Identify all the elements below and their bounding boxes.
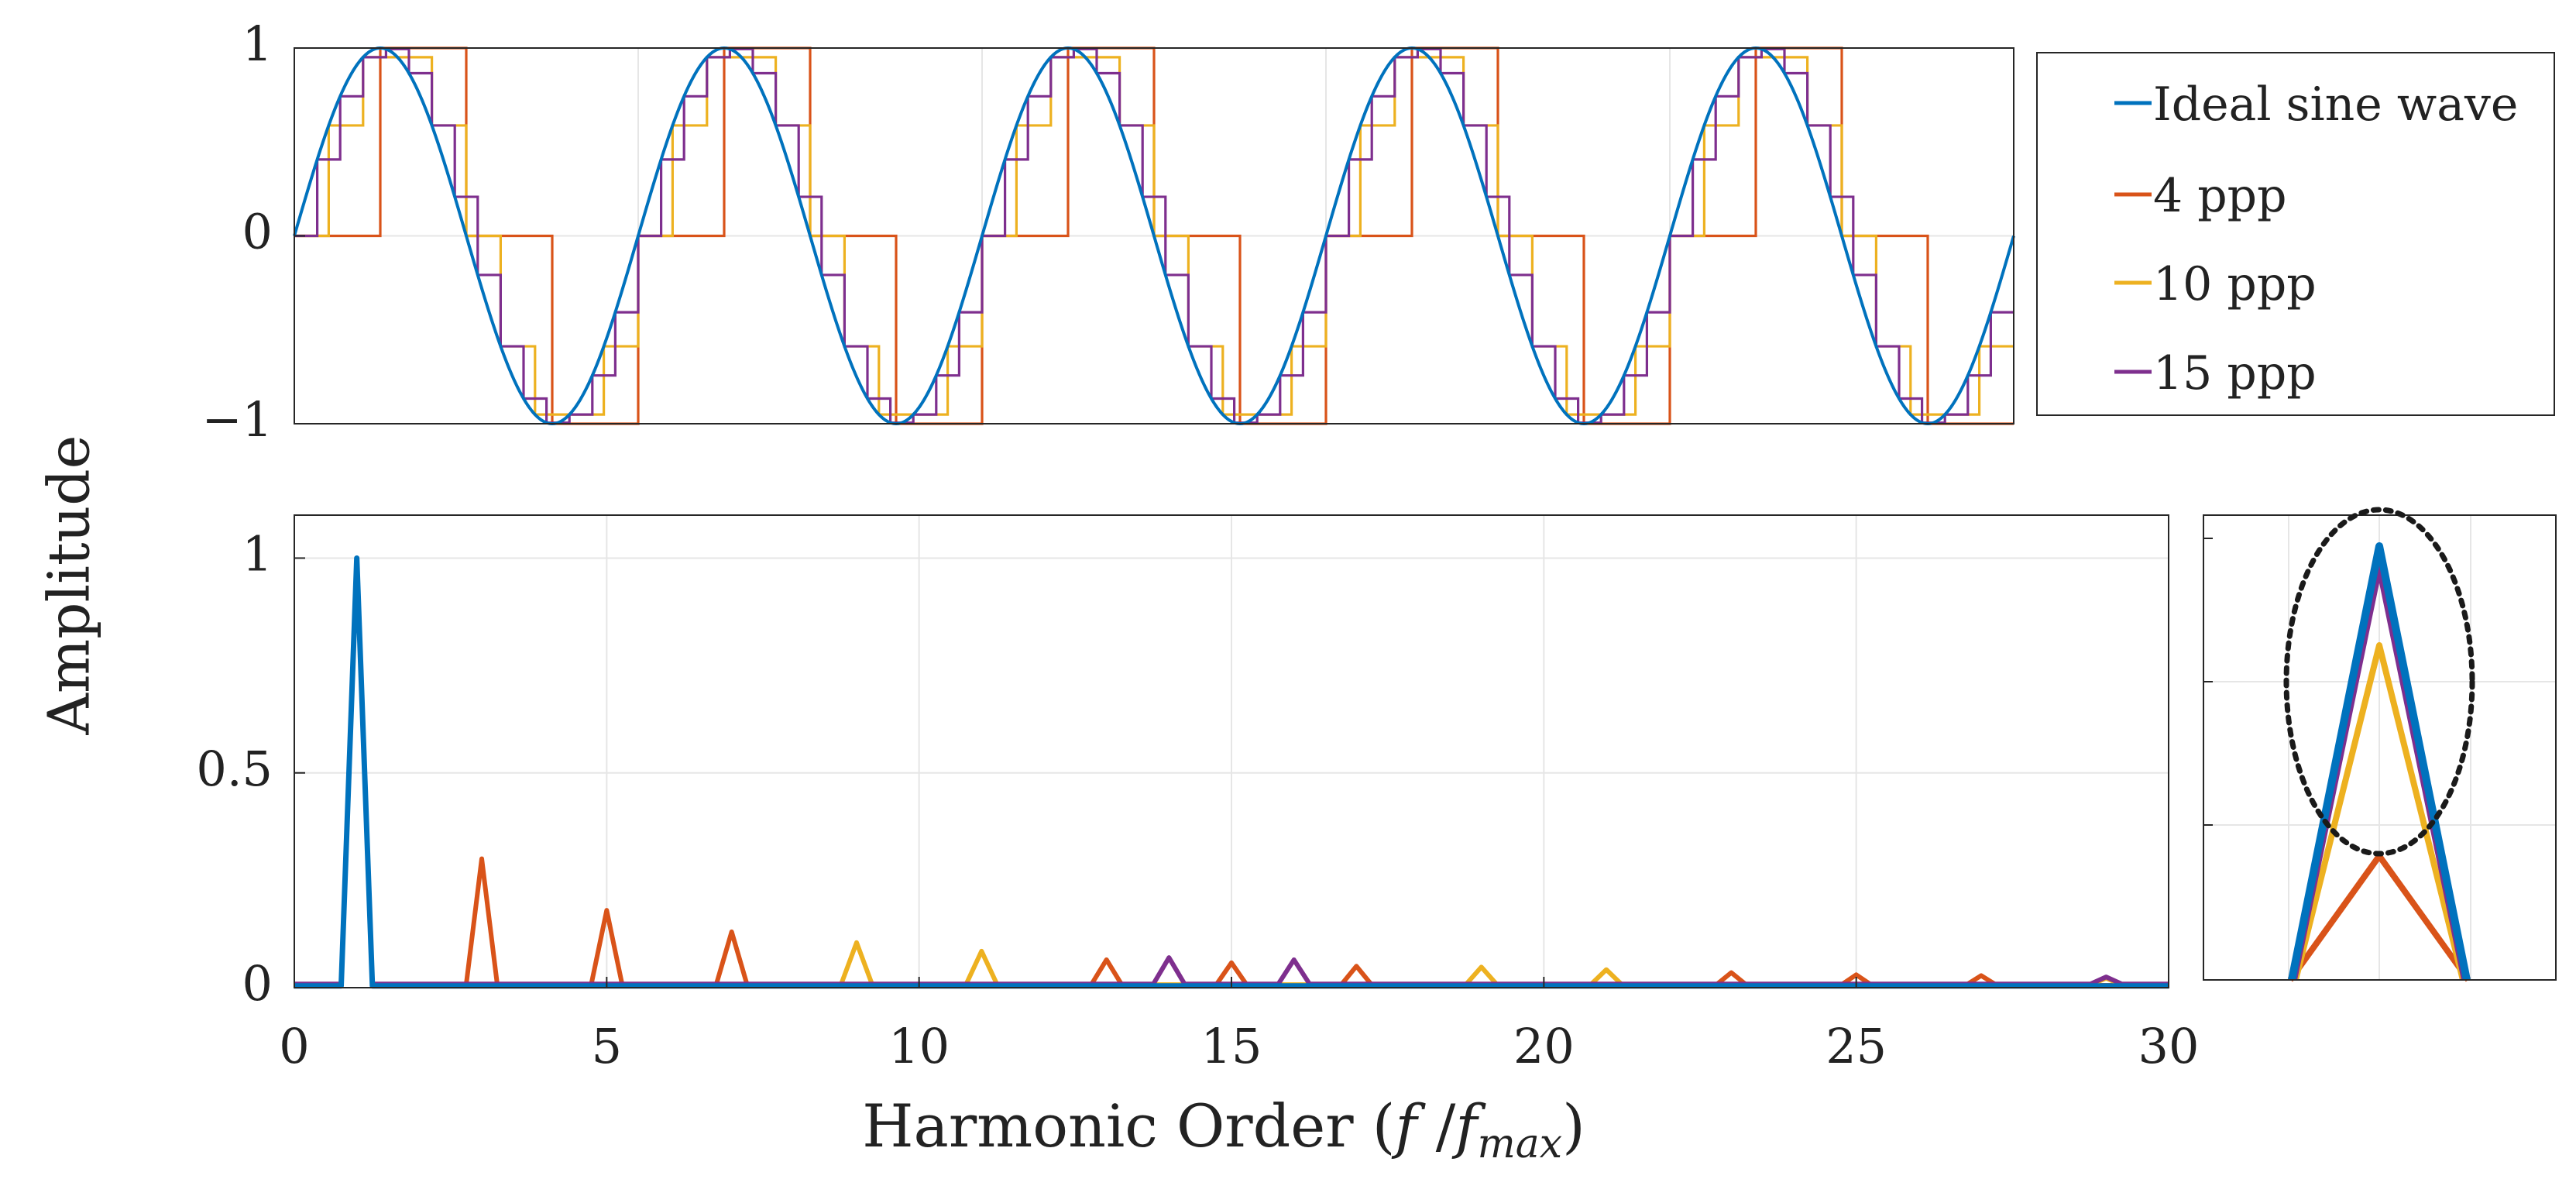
legend-label-15ppp: 15 ppp (2153, 346, 2317, 400)
spectrum-y-ticks: 00.51 (196, 526, 305, 1012)
spectrum-y-tick-label: 1 (242, 526, 273, 583)
zoom-inset-plot (2203, 507, 2557, 982)
time-series-ideal (293, 46, 2015, 426)
time-series-ppp15 (294, 47, 2014, 425)
time-domain-plot: −1 0 1 (202, 15, 2015, 448)
time-y-tick-label: 0 (242, 204, 273, 260)
legend: Ideal sine wave 4 ppp 10 ppp 15 ppp (2036, 52, 2555, 416)
spectrum-x-tick-label: 20 (1513, 1018, 1575, 1074)
time-y-tick-label: 1 (242, 15, 273, 72)
legend-label-10ppp: 10 ppp (2153, 257, 2317, 311)
legend-frame (2036, 52, 2555, 416)
x-axis-label: Harmonic Order (f /fmax) (862, 1091, 1585, 1167)
y-axis-label: Amplitude (36, 435, 102, 736)
inset-frame (2203, 514, 2557, 981)
time-domain-y-ticks: −1 0 1 (202, 15, 305, 448)
spectrum-series-ideal (294, 555, 2169, 989)
spectrum-y-tick-label: 0 (242, 955, 273, 1012)
spectrum-x-ticks: 0 5 10 15 20 25 30 (279, 977, 2199, 1074)
legend-item-15ppp: 15 ppp (2114, 346, 2317, 400)
inset-peak-ideal (2288, 542, 2471, 981)
time-series-ppp10 (294, 56, 2014, 416)
inset-grid (2203, 515, 2556, 980)
spectrum-x-tick-label: 0 (279, 1018, 309, 1074)
spectrum-y-tick-label: 0.5 (196, 741, 273, 797)
legend-item-ideal: Ideal sine wave (2114, 77, 2518, 132)
legend-item-10ppp: 10 ppp (2114, 257, 2317, 311)
inset-peak-ppp10 (2293, 642, 2466, 981)
harmonic-spectrum-plot: 00.51 0 5 10 15 20 25 30 (196, 514, 2199, 1074)
legend-item-4ppp: 4 ppp (2114, 169, 2286, 223)
spectrum-x-tick-label: 30 (2138, 1018, 2200, 1074)
legend-label-ideal: Ideal sine wave (2153, 77, 2518, 132)
spectrum-grid (294, 515, 2169, 988)
spectrum-x-tick-label: 25 (1826, 1018, 1887, 1074)
legend-label-4ppp: 4 ppp (2153, 169, 2286, 223)
zoom-highlight-ellipse (2283, 507, 2475, 857)
spectrum-x-tick-label: 15 (1201, 1018, 1262, 1074)
spectrum-x-tick-label: 5 (592, 1018, 622, 1074)
time-y-tick-label: −1 (202, 391, 273, 448)
spectrum-x-tick-label: 10 (888, 1018, 950, 1074)
